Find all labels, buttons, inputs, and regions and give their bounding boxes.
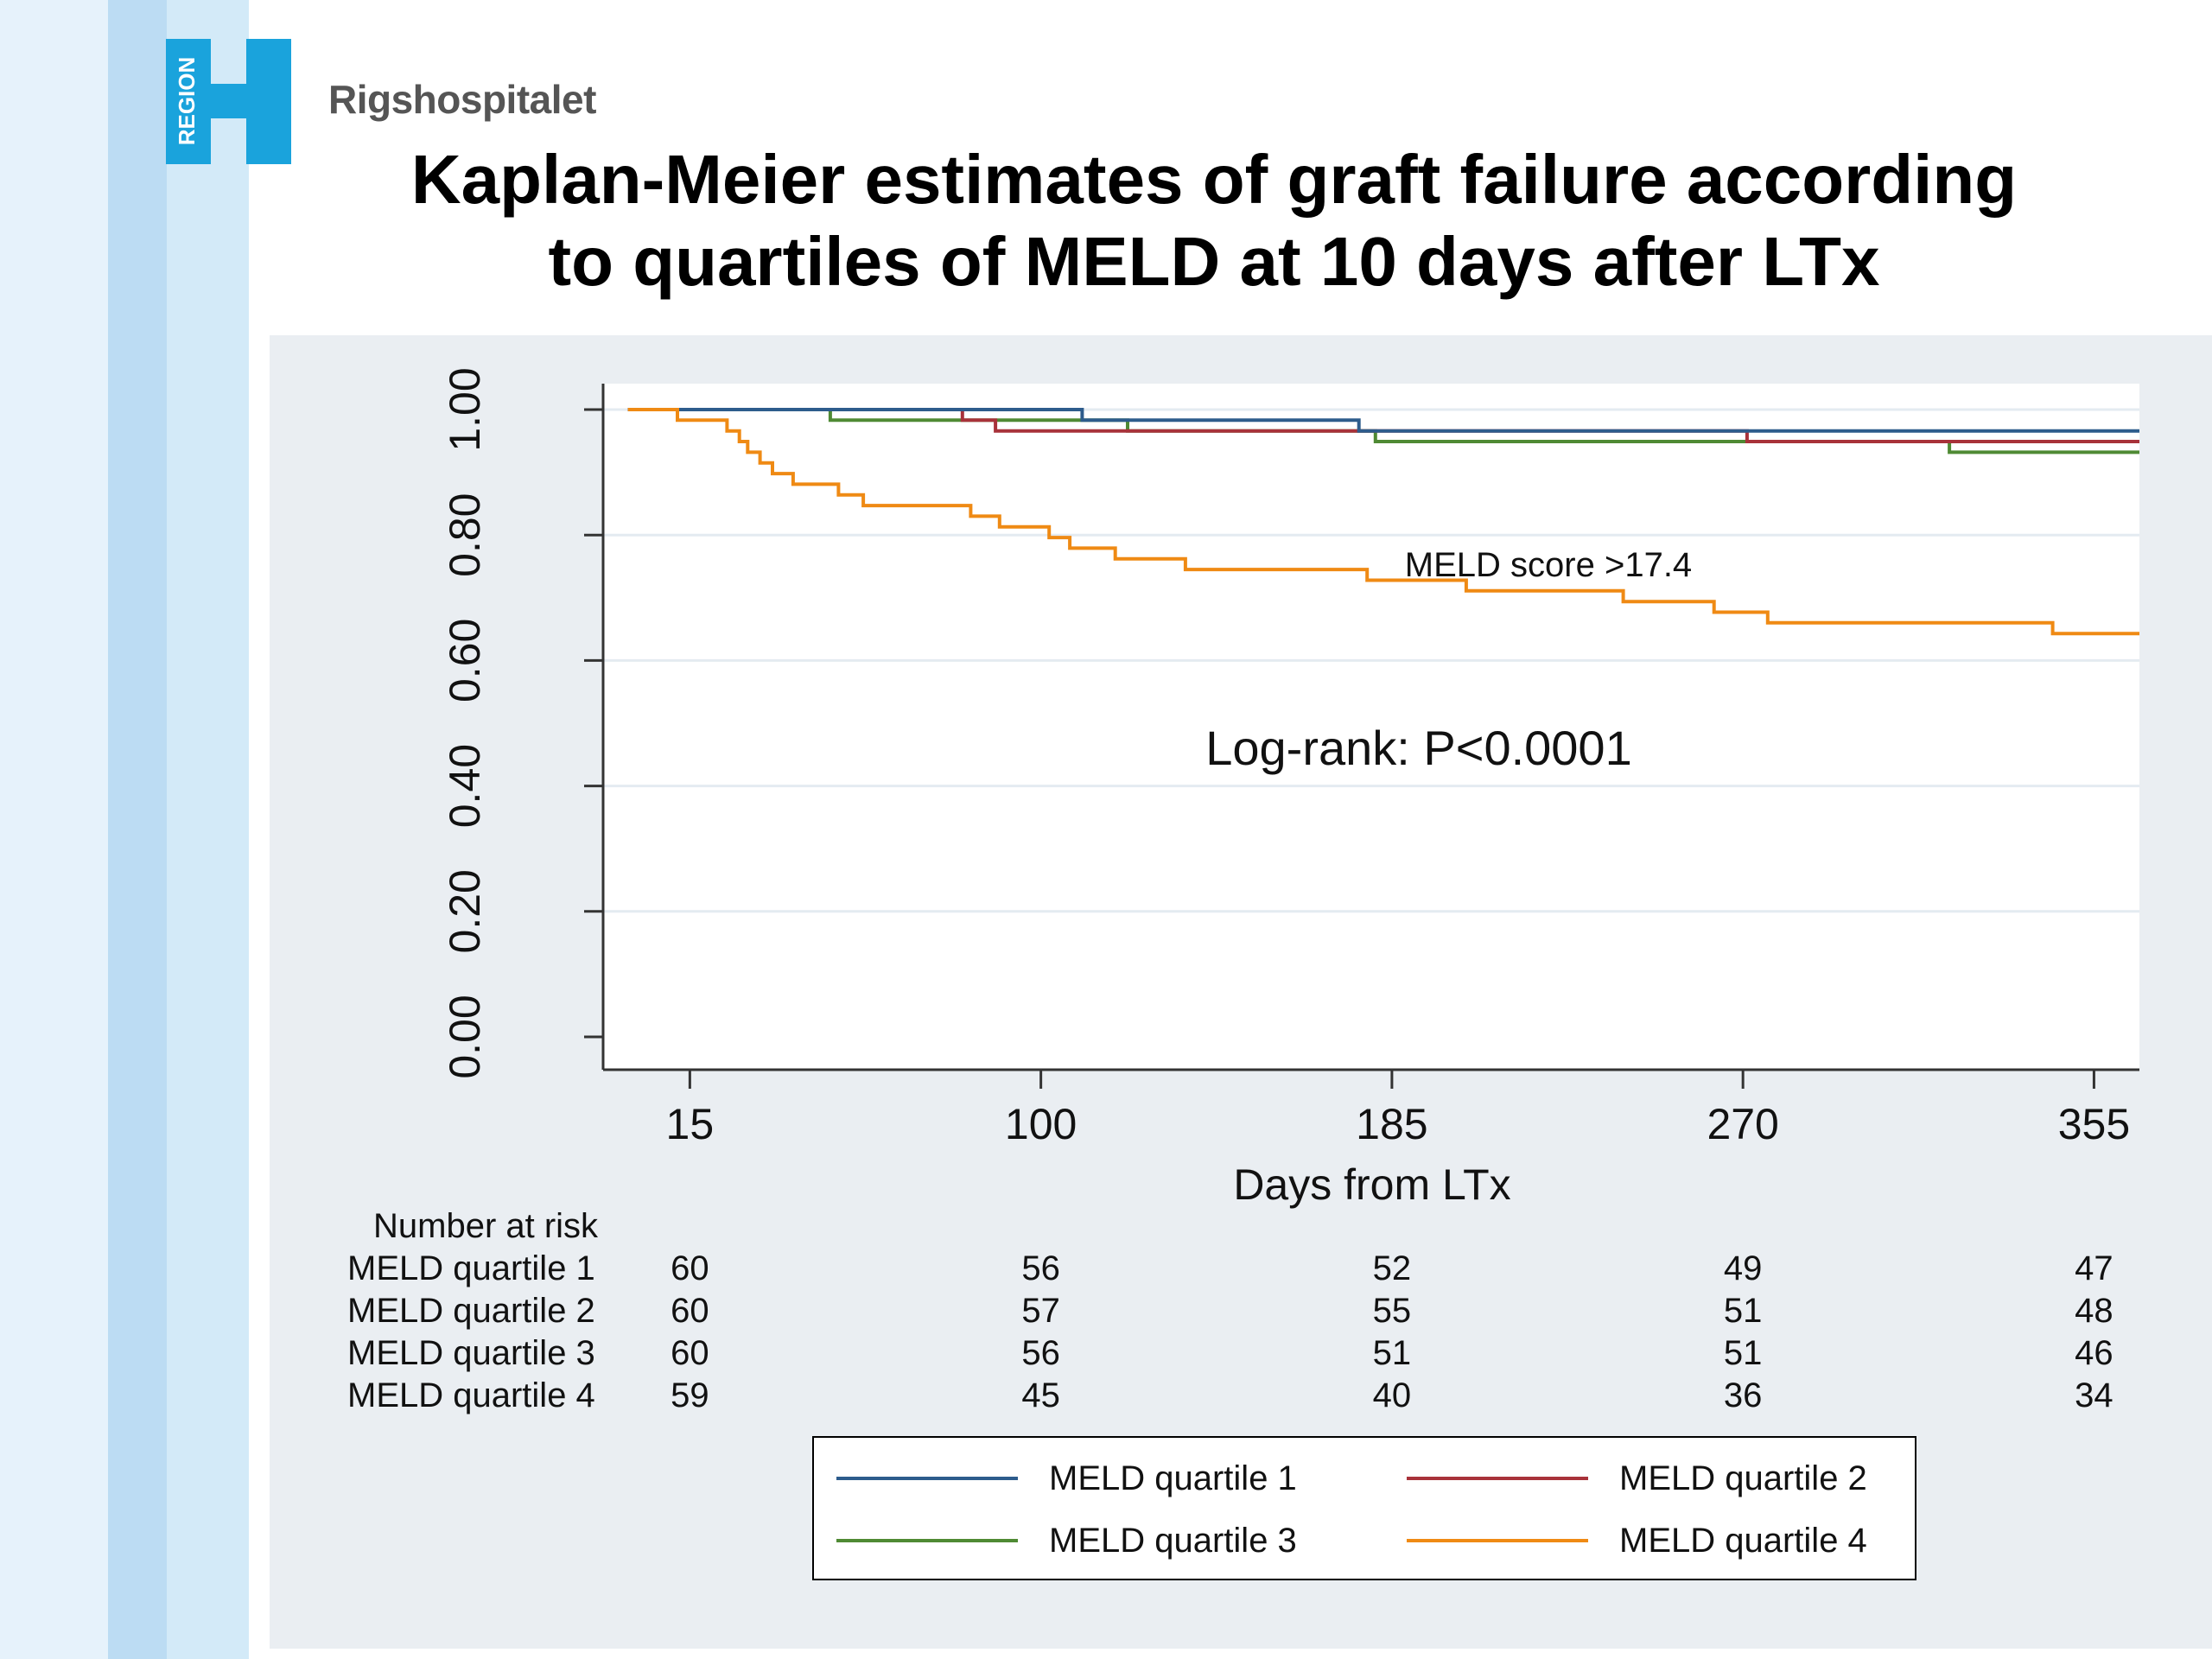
- x-axis-label: Days from LTx: [1233, 1160, 1510, 1209]
- risk-value: 47: [2075, 1249, 2113, 1287]
- chart-legend: MELD quartile 1 MELD quartile 2 MELD qua…: [812, 1436, 1916, 1580]
- risk-value: 51: [1724, 1292, 1763, 1330]
- risk-value: 56: [1021, 1334, 1060, 1372]
- title-line-2: to quartiles of MELD at 10 days after LT…: [548, 223, 1880, 300]
- legend-item-q1: MELD quartile 1: [836, 1457, 1297, 1500]
- x-tick-label: 185: [1356, 1100, 1427, 1148]
- risk-row-label: MELD quartile 4: [347, 1376, 595, 1414]
- risk-value: 56: [1021, 1249, 1060, 1287]
- y-tick-label: 0.80: [441, 493, 489, 577]
- page-title: Kaplan-Meier estimates of graft failure …: [294, 138, 2134, 302]
- decor-stripe-mid: [108, 0, 167, 1659]
- risk-row-label: MELD quartile 1: [347, 1249, 595, 1287]
- decor-stripe-light: [0, 0, 108, 1659]
- legend-swatch-q2: [1407, 1477, 1588, 1480]
- y-tick-label: 0.60: [441, 619, 489, 702]
- risk-table: Number at risk MELD quartile 1 60 56 52 49 47…: [347, 1207, 2113, 1414]
- legend-swatch-q4: [1407, 1539, 1588, 1542]
- region-h-logo: REGION: [166, 39, 291, 164]
- x-tick-label: 15: [666, 1100, 715, 1148]
- legend-item-q2: MELD quartile 2: [1407, 1457, 1867, 1500]
- risk-value: 51: [1373, 1334, 1412, 1372]
- risk-value: 55: [1373, 1292, 1412, 1330]
- risk-row-label: MELD quartile 3: [347, 1334, 595, 1372]
- risk-value: 60: [671, 1249, 709, 1287]
- risk-value: 48: [2075, 1292, 2113, 1330]
- annotation-meld-score: MELD score >17.4: [1405, 546, 1692, 584]
- y-tick-label: 0.00: [441, 995, 489, 1078]
- legend-label-q1: MELD quartile 1: [1049, 1459, 1297, 1497]
- brand-name: Rigshospitalet: [328, 77, 596, 122]
- title-line-1: Kaplan-Meier estimates of graft failure …: [410, 141, 2018, 218]
- risk-value: 60: [671, 1334, 709, 1372]
- y-tick-label: 0.20: [441, 869, 489, 953]
- risk-value: 45: [1021, 1376, 1060, 1414]
- legend-item-q4: MELD quartile 4: [1407, 1519, 1867, 1562]
- risk-value: 40: [1373, 1376, 1412, 1414]
- axes-layer: 0.00 0.20 0.40 0.60 0.80 1.00 15 100 185 270 355: [441, 367, 2139, 1148]
- risk-value: 46: [2075, 1334, 2113, 1372]
- risk-value: 60: [671, 1292, 709, 1330]
- series-line-q2: [627, 408, 2139, 443]
- risk-value: 36: [1724, 1376, 1763, 1414]
- annotation-log-rank: Log-rank: P<0.0001: [1205, 721, 1631, 775]
- risk-value: 51: [1724, 1334, 1763, 1372]
- risk-value: 52: [1373, 1249, 1412, 1287]
- x-tick-label: 100: [1005, 1100, 1077, 1148]
- legend-item-q3: MELD quartile 3: [836, 1519, 1297, 1562]
- risk-value: 49: [1724, 1249, 1763, 1287]
- logo-text: REGION: [174, 57, 200, 146]
- series-layer: [627, 408, 2139, 636]
- y-tick-label: 0.40: [441, 744, 489, 828]
- risk-row-label: MELD quartile 2: [347, 1292, 595, 1330]
- series-line-q1: [627, 408, 2139, 433]
- legend-label-q3: MELD quartile 3: [1049, 1521, 1297, 1560]
- risk-value: 59: [671, 1376, 709, 1414]
- series-line-q4: [627, 408, 2139, 636]
- risk-table-title: Number at risk: [373, 1207, 599, 1245]
- plot-area: [603, 384, 2139, 1070]
- legend-label-q2: MELD quartile 2: [1619, 1459, 1867, 1497]
- risk-value: 57: [1021, 1292, 1060, 1330]
- x-tick-label: 355: [2058, 1100, 2130, 1148]
- legend-swatch-q3: [836, 1539, 1018, 1542]
- legend-swatch-q1: [836, 1477, 1018, 1480]
- x-tick-label: 270: [1707, 1100, 1778, 1148]
- y-tick-label: 1.00: [441, 367, 489, 451]
- decor-stripe-pale: [167, 0, 249, 1659]
- risk-value: 34: [2075, 1376, 2113, 1414]
- legend-label-q4: MELD quartile 4: [1619, 1521, 1867, 1560]
